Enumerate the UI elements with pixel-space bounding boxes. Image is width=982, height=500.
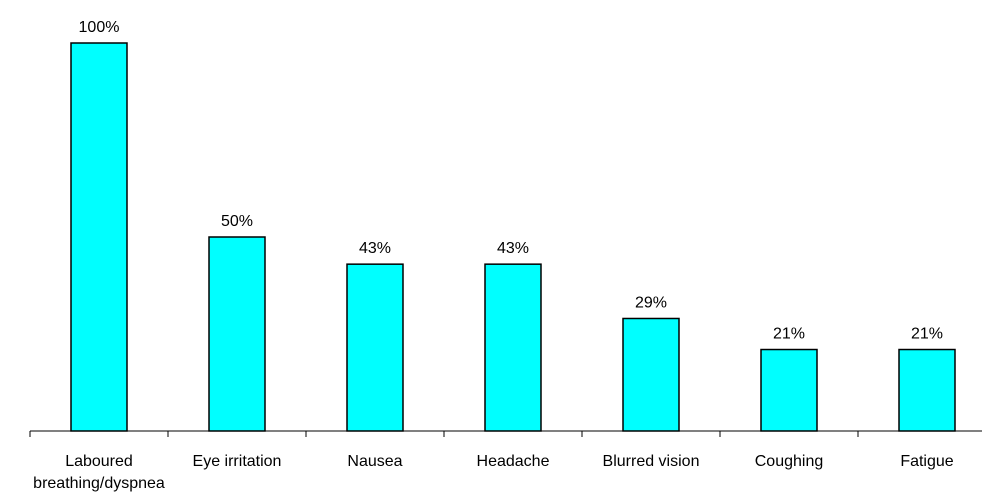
x-tick-label: Headache	[476, 453, 550, 470]
x-tick-label: Blurred vision	[602, 453, 700, 470]
value-label: 29%	[635, 294, 667, 311]
bar	[346, 263, 404, 432]
value-label: 21%	[773, 326, 805, 343]
bar	[70, 42, 128, 432]
value-label: 100%	[79, 19, 120, 36]
x-tick-label: Eye irritation	[192, 453, 282, 470]
bar	[760, 348, 818, 432]
x-tick-label: Fatigue	[900, 453, 954, 470]
value-label: 43%	[359, 240, 391, 257]
bar	[622, 317, 680, 432]
bar	[898, 348, 956, 432]
value-label: 21%	[911, 326, 943, 343]
bar	[208, 236, 266, 432]
x-tick-label: Coughing	[754, 453, 824, 470]
value-label: 50%	[221, 213, 253, 230]
value-label: 43%	[497, 240, 529, 257]
bar	[484, 263, 542, 432]
x-tick-label: Laboured breathing/dyspnea	[33, 453, 165, 492]
x-tick-label: Nausea	[347, 453, 403, 470]
